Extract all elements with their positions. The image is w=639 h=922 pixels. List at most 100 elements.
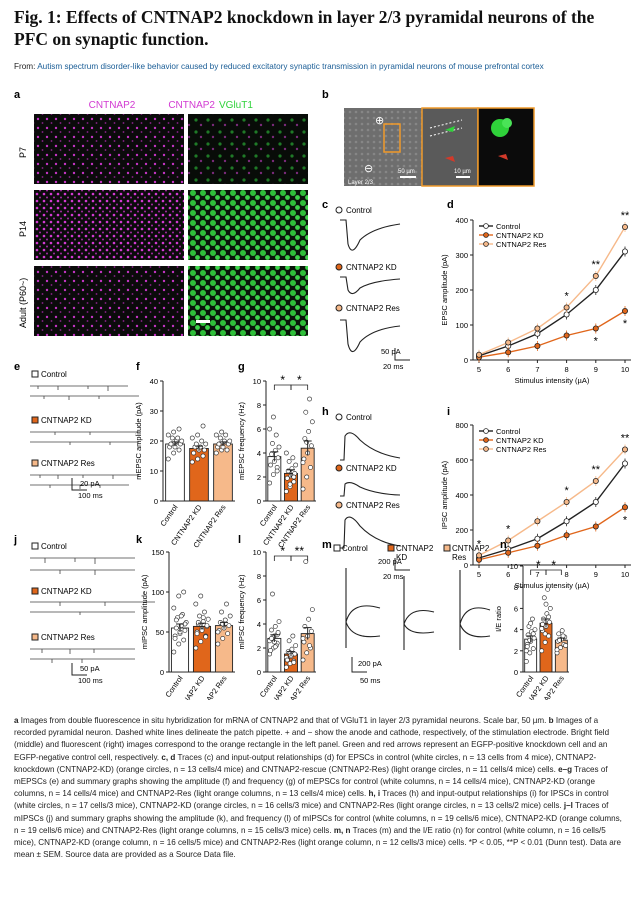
significance-d: * <box>623 318 628 330</box>
data-point-i-1 <box>563 532 570 539</box>
x-tick-label-i: 10 <box>621 570 629 579</box>
panel-m-label-kd-2: KD <box>396 553 407 562</box>
panel-m-label-res-1: CNTNAP2 <box>452 544 490 553</box>
y-tick-label-f: 30 <box>150 407 158 416</box>
x-axis-label-d: Stimulus intensity (µA) <box>515 376 590 385</box>
data-point-d-0 <box>622 248 629 255</box>
legend-marker-i-0 <box>483 428 489 434</box>
data-point-d-2 <box>592 272 599 279</box>
panel-e-letter: e <box>14 361 20 373</box>
significance-i: * <box>506 524 511 536</box>
panel-e-scale-x: 100 ms <box>78 491 103 500</box>
scatter-point-g <box>309 419 315 425</box>
panel-e-label-kd: CNTNAP2 KD <box>41 416 92 425</box>
scatter-point-g <box>309 443 314 449</box>
x-tick-label-i: 9 <box>594 570 598 579</box>
panel-c-scale-y: 50 pA <box>381 347 401 356</box>
y-tick-label-d: 400 <box>455 216 468 225</box>
x-tick-label-d: 8 <box>565 365 569 374</box>
data-point-i-0 <box>534 535 541 542</box>
from-label: From: <box>14 62 38 71</box>
figure-caption: a Images from double fluorescence in sit… <box>14 715 626 861</box>
legend-marker-i-1 <box>483 437 489 443</box>
scale-bar-a <box>196 320 210 323</box>
caption-a-text: Images from double fluorescence in situ … <box>18 716 549 725</box>
data-point-i-2 <box>622 446 629 453</box>
significance-g: * <box>280 373 285 387</box>
scatter-point-k <box>227 613 233 619</box>
scatter-point-g <box>287 481 293 487</box>
panel-h-scale-x: 20 ms <box>383 572 404 581</box>
y-tick-label-g: 2 <box>257 473 261 482</box>
scatter-point-n <box>527 650 533 656</box>
scatter-point-k <box>194 631 200 636</box>
scatter-point-f <box>201 447 207 453</box>
row-label-p7: P7 <box>18 147 28 158</box>
category-label-k: Control <box>163 674 184 699</box>
y-tick-label-f: 20 <box>150 437 158 446</box>
y-axis-label-l: mIPSC frequency (Hz) <box>237 574 246 650</box>
legend-label-i-0: Control <box>496 427 521 436</box>
scatter-point-g <box>270 472 276 477</box>
scatter-point-f <box>199 438 205 444</box>
panel-m-label-kd-1: CNTNAP2 <box>396 544 434 553</box>
scatter-point-g <box>290 455 296 461</box>
source-line: From: Autism spectrum disorder-like beha… <box>14 62 634 71</box>
scatter-point-l <box>269 636 274 641</box>
scatter-point-g <box>284 475 290 481</box>
series-line-i-0 <box>478 463 626 559</box>
y-axis-label-d: EPSC amplitude (pA) <box>440 254 449 326</box>
data-point-i-1 <box>505 549 512 556</box>
scatter-point-k <box>226 623 232 628</box>
scatter-point-f <box>195 456 201 462</box>
panel-j-label-res: CNTNAP2 Res <box>41 633 95 642</box>
caption-a-letter: a <box>14 716 19 725</box>
scatter-point-g <box>268 462 273 468</box>
panel-a-letter: a <box>14 89 21 101</box>
panel-a-col-cntnap2-merge: CNTNAP2 <box>168 100 215 111</box>
scatter-point-f <box>179 438 185 444</box>
data-point-d-2 <box>505 339 512 346</box>
scatter-point-f <box>171 429 177 435</box>
scatter-point-k <box>225 631 231 636</box>
scatter-point-g <box>291 474 297 480</box>
x-tick-label-d: 10 <box>621 365 629 374</box>
data-point-d-0 <box>563 311 570 318</box>
scatter-point-f <box>203 441 209 447</box>
series-line-d-2 <box>478 226 626 356</box>
data-point-d-1 <box>505 349 512 356</box>
significance-d: ** <box>592 259 601 271</box>
scatter-point-f <box>165 456 171 462</box>
y-tick-label-d: 300 <box>455 251 468 260</box>
data-point-i-1 <box>592 523 599 530</box>
y-tick-label-k: 150 <box>151 548 164 557</box>
y-tick-label-i: 0 <box>464 561 468 570</box>
scatter-point-k <box>173 617 179 623</box>
y-tick-label-d: 0 <box>464 356 468 365</box>
significance-n: * <box>551 558 556 572</box>
scatter-point-l <box>300 636 306 641</box>
y-tick-label-i: 400 <box>455 491 468 500</box>
panel-b-letter: b <box>322 89 329 101</box>
scatter-point-f <box>224 447 230 453</box>
data-point-i-1 <box>534 542 541 549</box>
scatter-point-k <box>172 636 178 641</box>
source-article-link[interactable]: Autism spectrum disorder-like behavior c… <box>37 62 544 71</box>
scatter-point-n <box>527 637 533 643</box>
data-point-d-1 <box>563 332 570 339</box>
panel-j-letter: j <box>13 534 17 546</box>
scatter-point-l <box>268 648 273 653</box>
panel-m-traces <box>345 568 491 650</box>
scatter-point-k <box>219 609 224 615</box>
scatter-point-g <box>291 479 297 485</box>
scatter-point-n <box>560 633 566 639</box>
data-point-d-2 <box>563 304 570 311</box>
scatter-point-g <box>283 488 289 494</box>
significance-n: * <box>536 558 541 572</box>
scatter-point-n <box>529 616 535 622</box>
panel-c-label-control: Control <box>346 206 372 215</box>
scatter-point-g <box>307 396 312 402</box>
panel-c-label-kd: CNTNAP2 KD <box>346 263 397 272</box>
